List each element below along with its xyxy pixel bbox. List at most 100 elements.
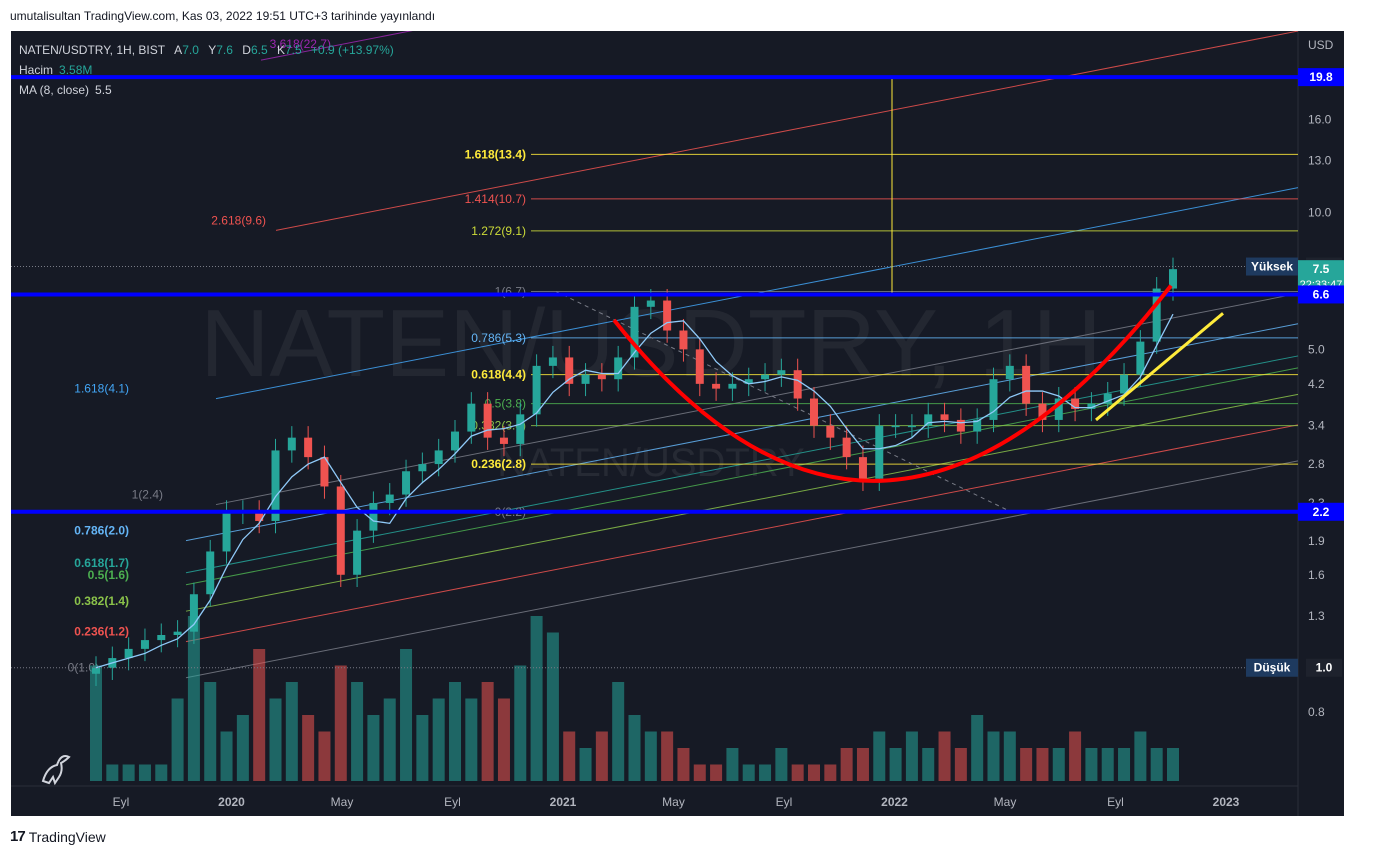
fib-retracement-label: 1.272(9.1) <box>471 224 526 238</box>
volume-bar <box>1069 731 1082 781</box>
volume-bar <box>808 764 820 781</box>
volume-bar <box>661 731 674 781</box>
volume-bar <box>742 764 755 781</box>
candle-body <box>1136 341 1145 375</box>
candle-body <box>793 370 802 399</box>
fib-retracement-label: 0.618(4.4) <box>471 368 526 382</box>
fib-channel-label: 3.618(22.7) <box>270 37 331 51</box>
price-badge <box>1298 285 1344 304</box>
candle-body <box>304 437 313 458</box>
candle-body <box>907 425 916 428</box>
volume-bar <box>775 748 788 781</box>
fib-retracement-label: 0.5(3.8) <box>485 397 526 411</box>
volume-bar <box>236 715 249 781</box>
volume-bar <box>187 616 200 781</box>
candle-body <box>875 425 884 479</box>
volume-bar <box>481 682 494 781</box>
candle-body <box>1087 403 1096 409</box>
volume-bar <box>285 682 298 781</box>
y-tick-label: 3.4 <box>1308 419 1325 433</box>
volume-bar <box>612 682 625 781</box>
fib-channel-line <box>275 31 1299 231</box>
volume-bar <box>905 731 918 781</box>
volume-bar <box>106 764 119 781</box>
candle-body <box>695 349 704 384</box>
candle-body <box>353 530 362 575</box>
volume-bar <box>497 698 510 781</box>
candle-body <box>255 511 264 521</box>
price-badge-label: 1.0 <box>1316 661 1333 675</box>
candle-body <box>1022 365 1031 404</box>
chart-area[interactable]: NATEN/USDTRY, 1H NATEN/USDTRY 3.618(22.7) 2… <box>11 31 1344 816</box>
fib-channel-line <box>185 393 1299 612</box>
footer: 17 TradingView <box>10 828 106 845</box>
price-tag-box <box>1246 658 1298 677</box>
y-tick-label: 4.2 <box>1308 377 1325 391</box>
candle-body <box>222 511 231 552</box>
candle-body <box>548 357 557 366</box>
y-tick-label: 13.0 <box>1308 153 1332 167</box>
fib-channel-label: 2.618(9.6) <box>211 213 266 227</box>
candle-body <box>1120 374 1129 394</box>
y-tick-label: 1.3 <box>1308 609 1325 623</box>
x-tick-label: May <box>662 795 685 809</box>
volume-bar <box>873 731 886 781</box>
candle-body <box>385 494 394 503</box>
candle-body <box>402 471 411 495</box>
volume-bar <box>1167 748 1179 781</box>
cup-pattern-curve <box>612 284 1173 483</box>
candle-body <box>1152 288 1161 342</box>
candle-body <box>858 457 867 479</box>
volume-bar <box>449 682 461 781</box>
fib-channel-label: 0.236(1.2) <box>74 625 129 639</box>
price-badge <box>1298 68 1344 87</box>
footer-brand[interactable]: TradingView <box>28 828 106 845</box>
candle-body <box>973 419 982 432</box>
published-note: umutalisultan TradingView.com, Kas 03, 2… <box>10 9 436 23</box>
volume-bar <box>220 731 233 781</box>
candle-body <box>173 631 182 635</box>
y-tick-label: 2.8 <box>1308 457 1325 471</box>
fib-channel-label: 0.382(1.4) <box>74 594 129 608</box>
legend-volume-row: Hacim 3.58M <box>19 60 394 80</box>
price-tag-label: Yüksek <box>1251 260 1293 274</box>
price-tag-label: Düşük <box>1254 661 1291 675</box>
volume-bar <box>726 748 739 781</box>
volume-bar <box>171 698 184 781</box>
volume-bar <box>1150 748 1163 781</box>
candle-body <box>565 357 574 384</box>
y-tick-label: 10.0 <box>1308 205 1332 219</box>
volume-bar <box>840 748 853 781</box>
fib-channel-label: 0.5(1.6) <box>88 568 129 582</box>
candle-body <box>1103 393 1112 404</box>
x-tick-label: 2020 <box>218 795 245 809</box>
candle-body <box>320 457 329 487</box>
volume-bar <box>432 698 445 781</box>
volume-bar <box>530 616 543 781</box>
legend-symbol[interactable]: NATEN/USDTRY, 1H, BIST <box>19 43 165 57</box>
candle-body <box>1169 269 1177 289</box>
candle-body <box>532 365 541 415</box>
candle-body <box>663 300 672 331</box>
volume-bar <box>791 764 804 781</box>
volume-bar <box>579 748 592 781</box>
candle-body <box>581 374 590 384</box>
legend-ma-label[interactable]: MA (8, close) <box>19 83 90 97</box>
legend-change: +0.9 (+13.97%) <box>311 43 394 57</box>
candle-body <box>728 383 737 389</box>
volume-bar <box>122 764 135 781</box>
candle-body <box>336 486 345 575</box>
candle-body <box>989 379 998 420</box>
candle-body <box>369 502 378 531</box>
y-tick-label: 1.9 <box>1308 534 1325 548</box>
price-chart[interactable]: NATEN/USDTRY, 1HNATEN/USDTRY3.618(22.7)2… <box>11 31 1344 816</box>
candle-body <box>679 330 688 350</box>
volume-bar <box>155 764 168 781</box>
x-tick-label: Eyl <box>113 795 130 809</box>
legend-volume-label[interactable]: Hacim <box>19 63 54 77</box>
last-price-label: 7.5 <box>1313 262 1330 276</box>
volume-bar <box>416 715 429 781</box>
x-tick-label: May <box>331 795 354 809</box>
candle-body <box>92 667 100 674</box>
x-tick-label: 2022 <box>881 795 908 809</box>
